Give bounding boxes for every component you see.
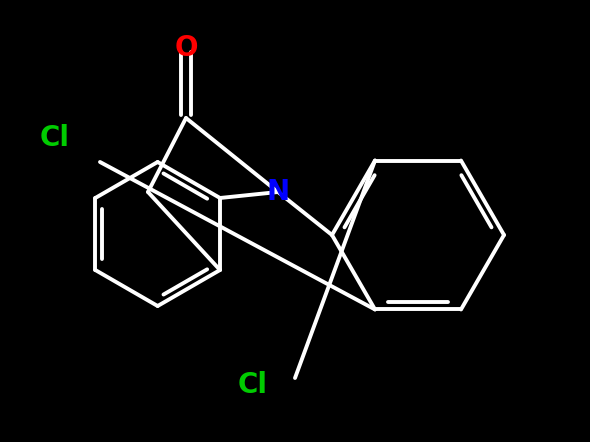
Text: Cl: Cl <box>238 371 268 399</box>
Text: O: O <box>174 34 198 62</box>
Text: N: N <box>267 178 290 206</box>
Text: Cl: Cl <box>40 124 70 152</box>
